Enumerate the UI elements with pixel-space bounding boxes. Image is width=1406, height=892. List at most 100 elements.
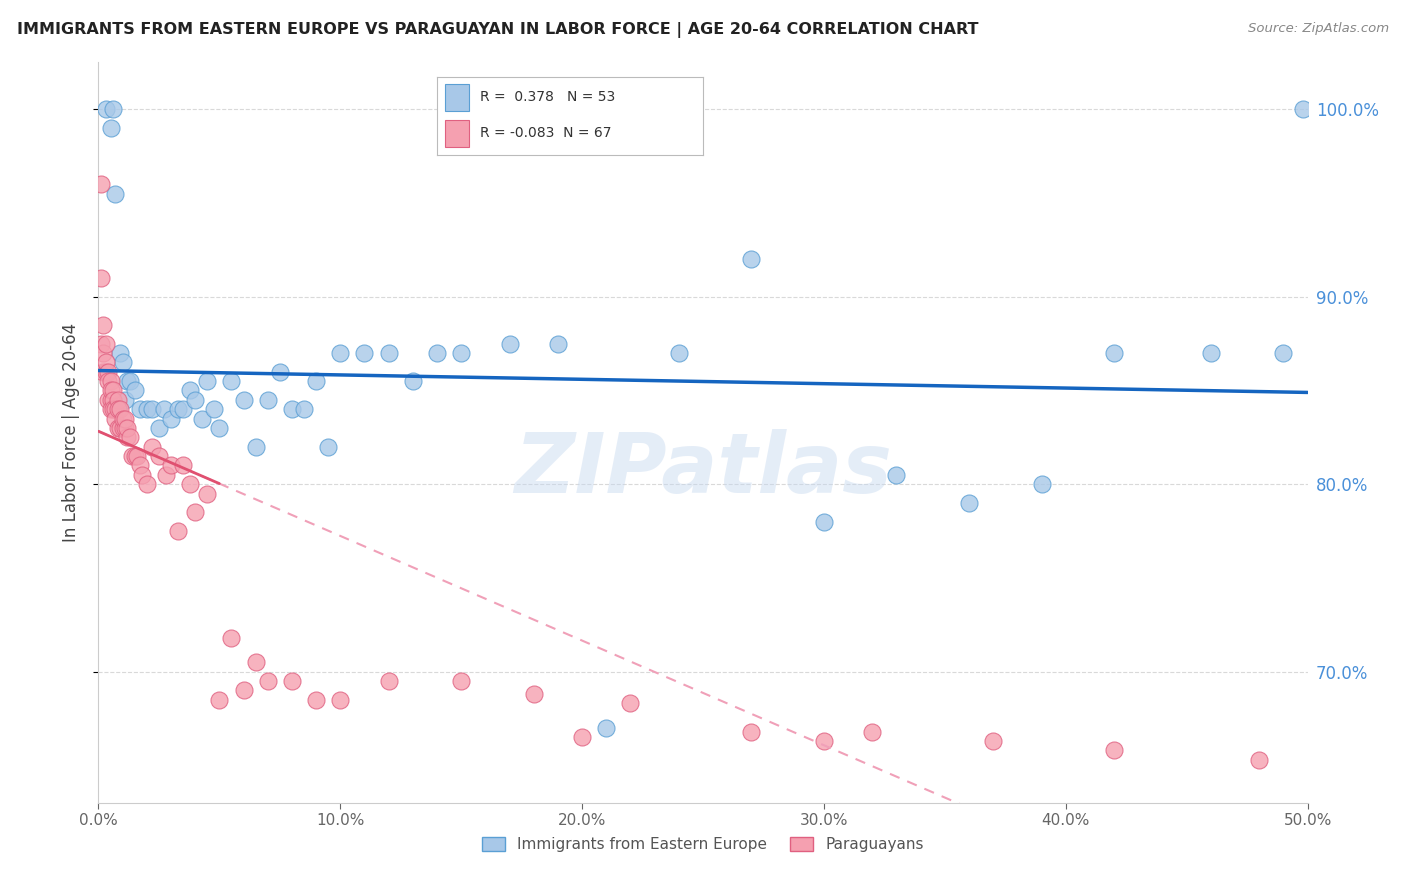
Point	[981, 734, 1004, 748]
Point	[160, 458, 183, 473]
Point	[124, 449, 146, 463]
Point	[128, 402, 150, 417]
Point	[281, 673, 304, 688]
Point	[281, 402, 304, 417]
Point	[377, 673, 399, 688]
Point	[91, 318, 114, 332]
Point	[184, 392, 207, 407]
Point	[886, 467, 908, 482]
Point	[121, 449, 143, 463]
Point	[402, 374, 425, 388]
Point	[90, 271, 112, 285]
Point	[619, 697, 641, 711]
Point	[813, 515, 835, 529]
Point	[740, 724, 762, 739]
Point	[450, 346, 472, 360]
Point	[179, 384, 201, 398]
Point	[305, 374, 328, 388]
Point	[426, 346, 449, 360]
Point	[191, 411, 214, 425]
Point	[94, 365, 117, 379]
Point	[221, 631, 243, 645]
Point	[172, 458, 194, 473]
Point	[94, 355, 117, 369]
Point	[141, 440, 163, 454]
Point	[204, 402, 226, 417]
Point	[107, 402, 129, 417]
Point	[118, 430, 141, 444]
Point	[179, 477, 201, 491]
Y-axis label: In Labor Force | Age 20-64: In Labor Force | Age 20-64	[62, 323, 80, 542]
Point	[104, 411, 127, 425]
Point	[256, 392, 278, 407]
Point	[245, 440, 267, 454]
Point	[1292, 103, 1315, 117]
Point	[292, 402, 315, 417]
Point	[124, 384, 146, 398]
Point	[100, 374, 122, 388]
Text: IMMIGRANTS FROM EASTERN EUROPE VS PARAGUAYAN IN LABOR FORCE | AGE 20-64 CORRELAT: IMMIGRANTS FROM EASTERN EUROPE VS PARAGU…	[17, 22, 979, 38]
Point	[221, 374, 243, 388]
Point	[1199, 346, 1222, 360]
Point	[813, 734, 835, 748]
Point	[208, 692, 231, 706]
Point	[114, 411, 136, 425]
Point	[152, 402, 174, 417]
Point	[131, 467, 153, 482]
Point	[167, 402, 190, 417]
Point	[90, 336, 112, 351]
Point	[595, 721, 617, 735]
Point	[97, 392, 120, 407]
Point	[232, 392, 254, 407]
Point	[172, 402, 194, 417]
Point	[155, 467, 177, 482]
Point	[668, 346, 690, 360]
Point	[114, 421, 136, 435]
Point	[94, 103, 117, 117]
Text: Source: ZipAtlas.com: Source: ZipAtlas.com	[1249, 22, 1389, 36]
Point	[127, 449, 149, 463]
Point	[108, 346, 131, 360]
Point	[111, 411, 134, 425]
Point	[141, 402, 163, 417]
Point	[114, 392, 136, 407]
Point	[329, 692, 352, 706]
Point	[118, 374, 141, 388]
Point	[97, 374, 120, 388]
Point	[90, 178, 112, 192]
Point	[256, 673, 278, 688]
Point	[101, 384, 124, 398]
Point	[571, 730, 593, 744]
Point	[148, 449, 170, 463]
Point	[740, 252, 762, 267]
Point	[1031, 477, 1053, 491]
Point	[100, 121, 122, 136]
Point	[269, 365, 291, 379]
Text: ZIPatlas: ZIPatlas	[515, 429, 891, 510]
Point	[128, 458, 150, 473]
Point	[1102, 743, 1125, 757]
Point	[91, 365, 114, 379]
Point	[117, 374, 139, 388]
Point	[135, 402, 157, 417]
Point	[377, 346, 399, 360]
Point	[450, 673, 472, 688]
Point	[353, 346, 375, 360]
Point	[1272, 346, 1295, 360]
Point	[100, 392, 122, 407]
Point	[305, 692, 328, 706]
Point	[111, 421, 134, 435]
Legend: Immigrants from Eastern Europe, Paraguayans: Immigrants from Eastern Europe, Paraguay…	[477, 831, 929, 858]
Point	[107, 421, 129, 435]
Point	[195, 374, 218, 388]
Point	[523, 687, 546, 701]
Point	[101, 402, 124, 417]
Point	[547, 336, 569, 351]
Point	[957, 496, 980, 510]
Point	[329, 346, 352, 360]
Point	[208, 421, 231, 435]
Point	[117, 430, 139, 444]
Point	[111, 355, 134, 369]
Point	[148, 421, 170, 435]
Point	[100, 384, 122, 398]
